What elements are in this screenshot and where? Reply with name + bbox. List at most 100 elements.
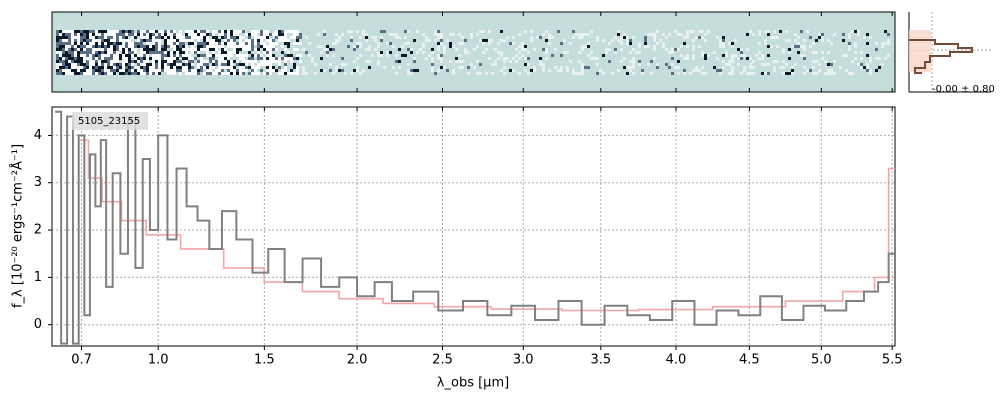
pixel: [89, 69, 92, 72]
pixel: [230, 39, 233, 42]
pixel: [128, 48, 131, 51]
pixel: [218, 30, 221, 33]
pixel: [230, 30, 233, 33]
pixel: [170, 36, 173, 39]
pixel: [671, 51, 674, 54]
pixel: [170, 39, 173, 42]
pixel: [92, 66, 95, 69]
pixel: [164, 63, 167, 66]
pixel: [59, 72, 62, 75]
pixel: [674, 48, 677, 51]
pixel: [131, 72, 134, 75]
pixel: [305, 51, 308, 54]
pixel: [476, 33, 479, 36]
pixel: [215, 48, 218, 51]
pixel: [320, 51, 323, 54]
pixel: [194, 69, 197, 72]
pixel: [104, 33, 107, 36]
pixel: [107, 51, 110, 54]
pixel: [95, 66, 98, 69]
pixel: [149, 39, 152, 42]
pixel: [152, 60, 155, 63]
pixel: [203, 72, 206, 75]
pixel: [185, 72, 188, 75]
pixel: [80, 66, 83, 69]
pixel: [110, 36, 113, 39]
pixel: [167, 30, 170, 33]
pixel: [83, 30, 86, 33]
pixel: [155, 54, 158, 57]
pixel: [233, 69, 236, 72]
pixel: [71, 33, 74, 36]
pixel: [407, 42, 410, 45]
pixel: [482, 30, 485, 33]
pixel: [575, 72, 578, 75]
pixel: [608, 48, 611, 51]
pixel: [176, 48, 179, 51]
pixel: [524, 48, 527, 51]
pixel: [248, 57, 251, 60]
pixel: [248, 39, 251, 42]
pixel: [140, 57, 143, 60]
pixel: [683, 57, 686, 60]
pixel: [185, 30, 188, 33]
pixel: [494, 48, 497, 51]
pixel: [692, 69, 695, 72]
pixel: [86, 30, 89, 33]
pixel: [857, 33, 860, 36]
pixel: [131, 42, 134, 45]
pixel: [299, 60, 302, 63]
pixel: [95, 30, 98, 33]
pixel: [98, 48, 101, 51]
pixel: [368, 66, 371, 69]
pixel: [143, 30, 146, 33]
pixel: [128, 33, 131, 36]
pixel: [704, 33, 707, 36]
pixel: [236, 63, 239, 66]
pixel: [386, 54, 389, 57]
pixel: [143, 69, 146, 72]
pixel: [476, 60, 479, 63]
pixel: [305, 72, 308, 75]
pixel: [776, 60, 779, 63]
pixel: [137, 39, 140, 42]
pixel: [788, 51, 791, 54]
pixel: [266, 60, 269, 63]
pixel: [254, 54, 257, 57]
pixel: [203, 48, 206, 51]
pixel: [158, 63, 161, 66]
pixel: [248, 60, 251, 63]
pixel: [92, 63, 95, 66]
pixel: [422, 42, 425, 45]
pixel: [122, 69, 125, 72]
pixel: [161, 69, 164, 72]
pixel: [257, 51, 260, 54]
pixel: [74, 36, 77, 39]
pixel: [275, 33, 278, 36]
pixel: [185, 69, 188, 72]
pixel: [296, 36, 299, 39]
pixel: [629, 66, 632, 69]
pixel: [302, 66, 305, 69]
pixel: [122, 36, 125, 39]
pixel: [767, 54, 770, 57]
pixel: [257, 66, 260, 69]
pixel: [83, 69, 86, 72]
pixel: [62, 30, 65, 33]
pixel: [242, 42, 245, 45]
pixel: [155, 69, 158, 72]
pixel: [251, 45, 254, 48]
pixel: [206, 30, 209, 33]
pixel: [152, 66, 155, 69]
pixel: [194, 48, 197, 51]
pixel: [95, 63, 98, 66]
pixel: [215, 69, 218, 72]
pixel: [359, 36, 362, 39]
pixel: [281, 69, 284, 72]
pixel: [653, 57, 656, 60]
pixel: [392, 45, 395, 48]
pixel: [764, 63, 767, 66]
pixel: [134, 72, 137, 75]
pixel: [242, 45, 245, 48]
pixel: [71, 42, 74, 45]
